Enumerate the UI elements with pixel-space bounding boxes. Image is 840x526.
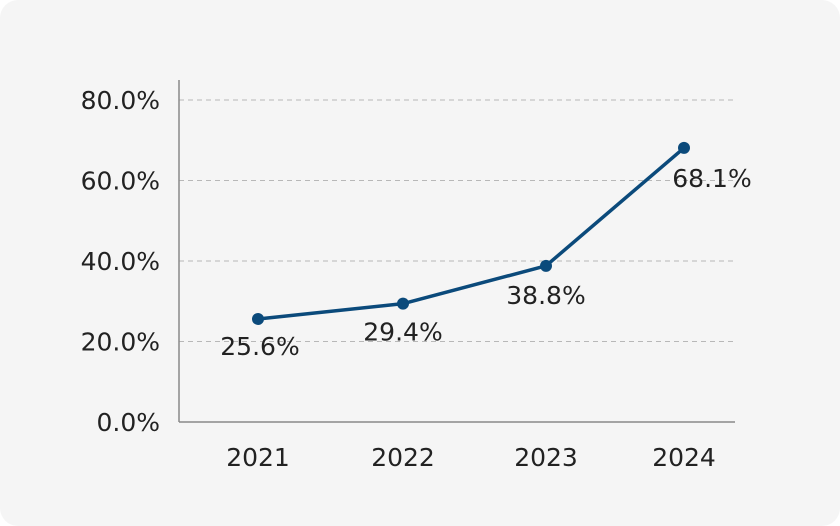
y-tick-label: 0.0% bbox=[96, 408, 160, 437]
data-label: 38.8% bbox=[506, 281, 585, 310]
data-point-marker bbox=[252, 312, 264, 325]
gridlines bbox=[179, 99, 735, 342]
data-label: 29.4% bbox=[363, 318, 442, 347]
x-tick-label: 2024 bbox=[652, 443, 716, 472]
axes bbox=[178, 80, 735, 423]
series-line-group bbox=[252, 141, 690, 325]
x-tick-label: 2022 bbox=[371, 443, 435, 472]
y-tick-label: 20.0% bbox=[81, 328, 160, 357]
series-line bbox=[256, 146, 686, 321]
data-label: 25.6% bbox=[220, 332, 299, 361]
data-point-marker bbox=[397, 297, 409, 310]
x-tick-labels: 2021 2022 2023 2024 bbox=[226, 443, 716, 472]
y-tick-label: 80.0% bbox=[81, 86, 160, 115]
data-labels: 25.6% 29.4% 38.8% 68.1% bbox=[220, 164, 751, 361]
data-label: 68.1% bbox=[672, 164, 751, 193]
y-tick-labels: 0.0% 20.0% 40.0% 60.0% 80.0% bbox=[81, 86, 160, 437]
x-tick-label: 2021 bbox=[226, 443, 290, 472]
x-tick-label: 2023 bbox=[514, 443, 578, 472]
data-point-marker bbox=[540, 259, 552, 272]
data-point-marker bbox=[678, 141, 690, 154]
y-tick-label: 40.0% bbox=[81, 247, 160, 276]
y-tick-label: 60.0% bbox=[81, 167, 160, 196]
